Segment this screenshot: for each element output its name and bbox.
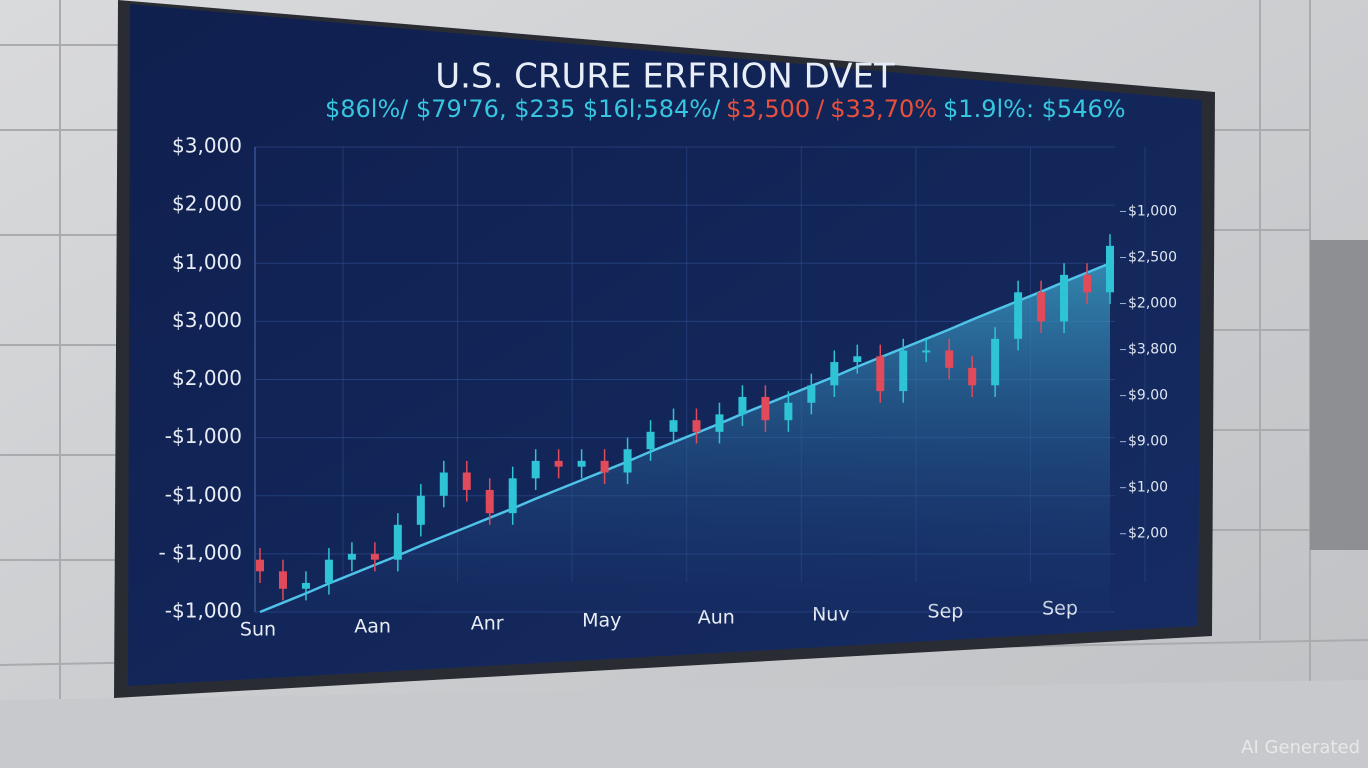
candle-body bbox=[899, 350, 908, 392]
y-tick-label: -$1,000 bbox=[165, 424, 242, 448]
ticker-item: $3,500 bbox=[726, 95, 810, 123]
y-tick-label: -$1,000 bbox=[165, 599, 242, 623]
candle-body bbox=[784, 402, 793, 421]
y-tick-label: $2,000 bbox=[172, 192, 242, 216]
candle-body bbox=[807, 385, 816, 403]
candle-body bbox=[1083, 274, 1092, 293]
candle-body bbox=[600, 460, 609, 473]
y2-tick-label: $2,500 bbox=[1128, 249, 1177, 265]
ticker-item: $1.9l%: $546% bbox=[943, 95, 1126, 123]
candle-body bbox=[761, 396, 770, 421]
candle-body bbox=[853, 356, 862, 363]
y2-tick-label: $9.00 bbox=[1128, 434, 1168, 450]
candle-body bbox=[462, 472, 471, 490]
sidewalk bbox=[0, 680, 1368, 768]
candle-body bbox=[876, 356, 885, 392]
candle-body bbox=[554, 460, 563, 467]
candle-body bbox=[256, 559, 264, 572]
candle-body bbox=[485, 489, 494, 514]
y2-tick-label: $1,000 bbox=[1128, 203, 1177, 219]
candle-body bbox=[715, 414, 724, 432]
candle-body bbox=[577, 460, 586, 467]
candle-body bbox=[508, 478, 517, 514]
candle-body bbox=[347, 553, 356, 560]
y2-tick-label: $2,000 bbox=[1128, 296, 1177, 312]
candle-body bbox=[738, 396, 747, 415]
candle-body bbox=[393, 524, 402, 560]
y-tick-label: $1,000 bbox=[172, 250, 242, 274]
candle-body bbox=[278, 571, 287, 589]
watermark: AI Generated bbox=[1241, 737, 1360, 758]
ticker-item: $86l%/ $79'76, $235 $16l;584%/ bbox=[325, 95, 721, 123]
candle-body bbox=[968, 367, 977, 386]
candle-body bbox=[324, 559, 333, 583]
candle-body bbox=[646, 431, 655, 450]
candle-body bbox=[1014, 292, 1023, 339]
y-tick-label: $3,000 bbox=[172, 134, 242, 158]
x-tick-label: May bbox=[582, 610, 621, 632]
x-tick-label: Sun bbox=[240, 619, 276, 641]
y-tick-label: -$1,000 bbox=[165, 482, 242, 506]
ticker-item: / bbox=[816, 95, 825, 123]
candle-body bbox=[991, 338, 1000, 386]
x-tick-label: Anr bbox=[471, 613, 504, 635]
candle-body bbox=[1060, 274, 1069, 322]
candle-body bbox=[945, 350, 954, 368]
candle-body bbox=[370, 553, 379, 560]
candle-body bbox=[416, 495, 425, 525]
y-tick-label: $3,000 bbox=[172, 308, 242, 332]
candle-body bbox=[830, 362, 839, 386]
candle-body bbox=[692, 420, 701, 432]
y-tick-label: - $1,000 bbox=[158, 540, 242, 564]
y2-tick-label: $2,00 bbox=[1128, 526, 1168, 542]
candle-body bbox=[623, 449, 632, 473]
candle-body bbox=[922, 350, 931, 353]
y2-tick-label: $1,00 bbox=[1128, 480, 1168, 496]
candle-body bbox=[1106, 245, 1114, 293]
doorway bbox=[1310, 240, 1368, 550]
candle-body bbox=[439, 472, 448, 496]
candle-body bbox=[531, 460, 540, 479]
ticker: $86l%/ $79'76, $235 $16l;584%/$3,500/$33… bbox=[325, 95, 1126, 123]
y-tick-label: $2,000 bbox=[172, 366, 242, 390]
x-tick-label: Aan bbox=[354, 616, 391, 638]
y2-tick-label: $3,800 bbox=[1128, 342, 1177, 358]
candle-body bbox=[669, 420, 678, 432]
candle-body bbox=[1037, 292, 1046, 322]
ticker-item: $33,70% bbox=[830, 95, 937, 123]
y2-tick-label: $9.00 bbox=[1128, 388, 1168, 404]
candle-body bbox=[301, 582, 310, 589]
chart-title: U.S. CRURE ERFRION DVET bbox=[435, 57, 895, 97]
